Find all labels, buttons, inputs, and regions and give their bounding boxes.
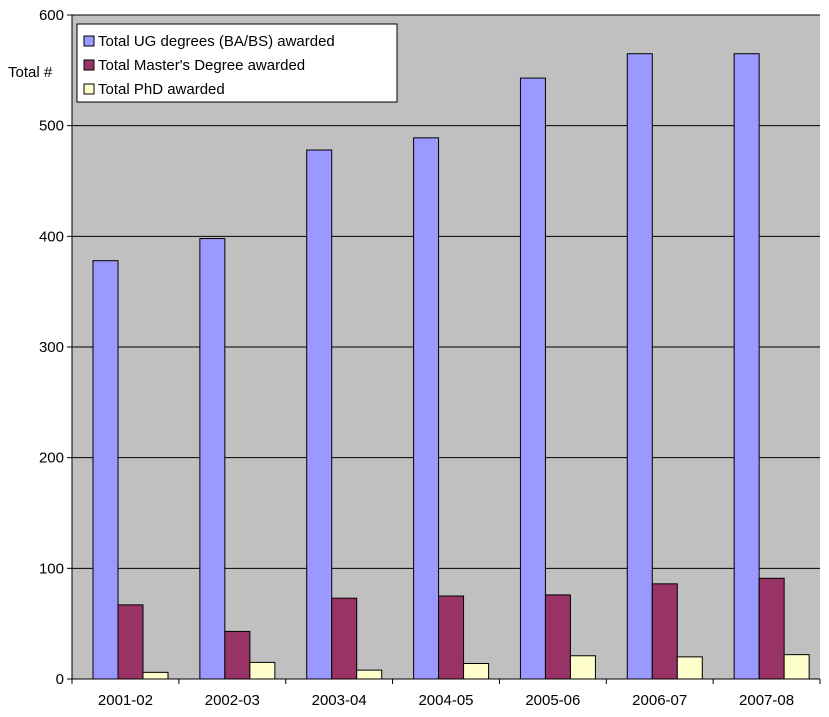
y-axis-label: Total # <box>8 64 53 81</box>
bar <box>438 595 465 680</box>
bar <box>676 656 703 680</box>
y-tick-label: 400 <box>39 228 64 245</box>
legend-label: Total UG degrees (BA/BS) awarded <box>98 33 335 50</box>
legend: Total UG degrees (BA/BS) awarded Total Ma… <box>76 23 398 103</box>
legend-label: Total PhD awarded <box>98 81 225 98</box>
bar <box>331 597 358 680</box>
x-tick-label: 2005-06 <box>525 692 580 709</box>
bar <box>306 149 333 680</box>
x-tick-label: 2004-05 <box>418 692 473 709</box>
bar <box>569 655 596 680</box>
y-tick-label: 500 <box>39 118 64 135</box>
bar <box>463 663 490 680</box>
x-tick-label: 2003-04 <box>312 692 367 709</box>
x-axis-ticks: 2001-02 2002-03 2003-04 2004-05 2005-06 2006-… <box>71 679 821 709</box>
bar <box>199 238 226 680</box>
bar <box>224 630 251 680</box>
bar <box>356 669 383 680</box>
bar <box>92 260 119 680</box>
y-tick-label: 200 <box>39 450 64 467</box>
x-tick-label: 2002-03 <box>205 692 260 709</box>
y-tick-label: 300 <box>39 339 64 356</box>
bar <box>249 661 276 680</box>
bar <box>519 77 546 680</box>
legend-box <box>76 23 398 103</box>
bar <box>413 137 440 680</box>
bars <box>92 53 810 680</box>
bar <box>117 604 144 680</box>
legend-label: Total Master's Degree awarded <box>98 57 305 74</box>
bar <box>758 577 785 680</box>
y-tick-label: 600 <box>39 7 64 24</box>
bar <box>544 594 571 680</box>
gridlines <box>72 14 820 569</box>
y-tick-label: 0 <box>56 671 64 688</box>
x-tick-label: 2006-07 <box>632 692 687 709</box>
bar <box>142 671 169 680</box>
bar <box>733 53 760 680</box>
y-axis-ticks: 0 100 200 300 400 500 600 <box>39 7 72 688</box>
bar <box>651 583 678 680</box>
x-tick-label: 2007-08 <box>739 692 794 709</box>
legend-swatch <box>83 59 95 71</box>
x-tick-label: 2001-02 <box>98 692 153 709</box>
legend-swatch <box>83 83 95 95</box>
y-tick-label: 100 <box>39 560 64 577</box>
bar <box>626 53 653 680</box>
legend-swatch <box>83 35 95 47</box>
bar <box>783 654 810 680</box>
